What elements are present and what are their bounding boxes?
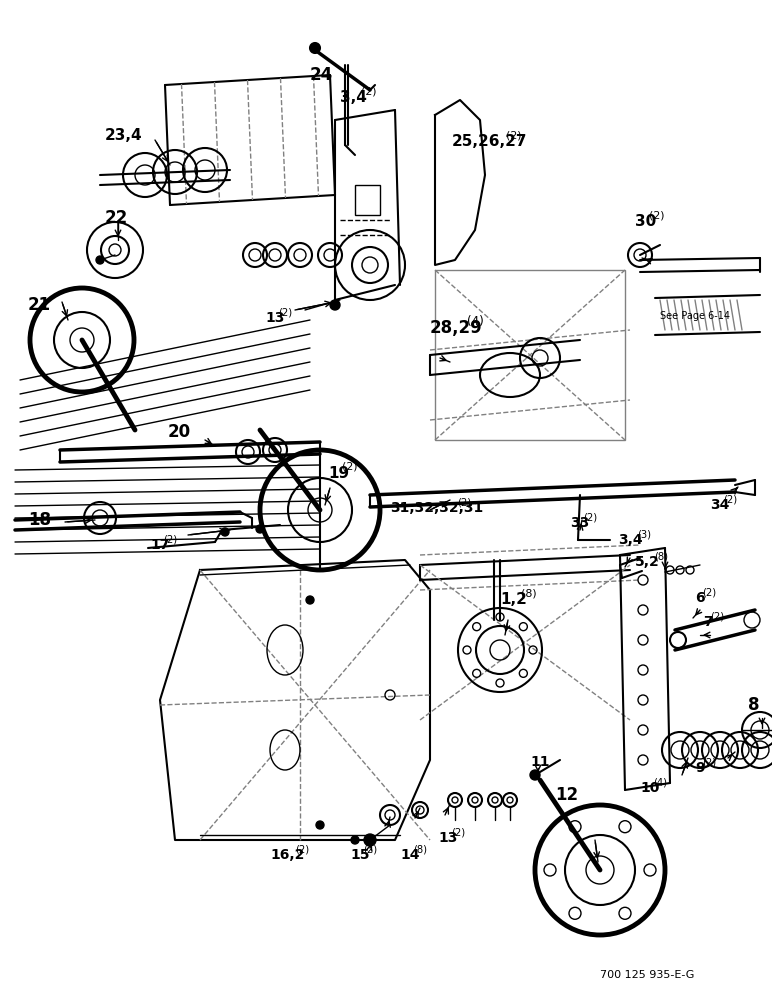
Text: (2): (2) [506, 131, 521, 141]
Text: 3,4: 3,4 [618, 533, 642, 547]
Text: 14: 14 [400, 848, 419, 862]
Text: (2): (2) [278, 308, 292, 318]
Circle shape [96, 256, 104, 264]
Text: (2): (2) [649, 211, 665, 221]
Text: 9: 9 [695, 761, 705, 775]
Text: 25,26,27: 25,26,27 [452, 134, 527, 149]
Text: (8): (8) [413, 844, 427, 854]
Text: 8: 8 [748, 696, 760, 714]
Text: 3,4: 3,4 [340, 91, 367, 105]
Circle shape [330, 300, 340, 310]
Text: 15: 15 [350, 848, 370, 862]
Text: 20: 20 [168, 423, 191, 441]
Circle shape [351, 836, 359, 844]
Text: (2): (2) [723, 494, 737, 504]
Text: 24: 24 [310, 66, 334, 84]
Text: 7: 7 [703, 615, 713, 629]
Text: (2): (2) [702, 587, 716, 597]
Text: 6: 6 [695, 591, 705, 605]
Text: 28,29: 28,29 [430, 319, 482, 337]
Text: 13: 13 [438, 831, 457, 845]
Bar [355, 185, 380, 215]
Text: (2): (2) [163, 534, 177, 544]
Text: (8): (8) [654, 552, 668, 562]
Text: 34: 34 [710, 498, 730, 512]
Text: (2): (2) [363, 844, 378, 854]
Circle shape [221, 528, 229, 536]
Text: (8): (8) [521, 589, 537, 599]
Text: 18: 18 [28, 511, 51, 529]
Text: (2): (2) [457, 497, 471, 508]
Text: 12: 12 [555, 786, 578, 804]
Text: 21: 21 [28, 296, 51, 314]
Text: 31,32,32,31: 31,32,32,31 [390, 501, 483, 515]
Text: 10: 10 [640, 781, 659, 795]
Text: 19: 19 [328, 466, 349, 481]
Text: (2): (2) [295, 844, 309, 854]
Circle shape [310, 43, 320, 53]
Text: 1,2: 1,2 [500, 592, 527, 607]
Text: (2): (2) [583, 512, 597, 522]
Text: (4): (4) [467, 315, 484, 328]
Text: 13: 13 [265, 311, 284, 325]
Circle shape [364, 834, 376, 846]
Text: 30: 30 [635, 215, 656, 230]
Circle shape [530, 770, 540, 780]
Text: See Page 6-14: See Page 6-14 [660, 311, 730, 321]
Text: 17: 17 [150, 538, 169, 552]
Text: 16,2: 16,2 [270, 848, 304, 862]
Text: 23,4: 23,4 [105, 127, 143, 142]
Text: 700 125 935-E-G: 700 125 935-E-G [600, 970, 694, 980]
Circle shape [316, 821, 324, 829]
Bar [435, 270, 625, 440]
Text: (4): (4) [653, 778, 667, 788]
Text: 11: 11 [530, 755, 550, 769]
Text: (2): (2) [451, 828, 465, 838]
Circle shape [256, 525, 264, 533]
Text: (2): (2) [702, 758, 716, 768]
Circle shape [306, 596, 314, 604]
Text: (2): (2) [361, 87, 376, 97]
Text: (2): (2) [342, 462, 357, 472]
Text: 33: 33 [570, 516, 589, 530]
Text: 5,2: 5,2 [635, 555, 660, 569]
Text: (3): (3) [637, 530, 651, 540]
Text: (2): (2) [710, 611, 724, 621]
Text: 22: 22 [105, 209, 128, 227]
